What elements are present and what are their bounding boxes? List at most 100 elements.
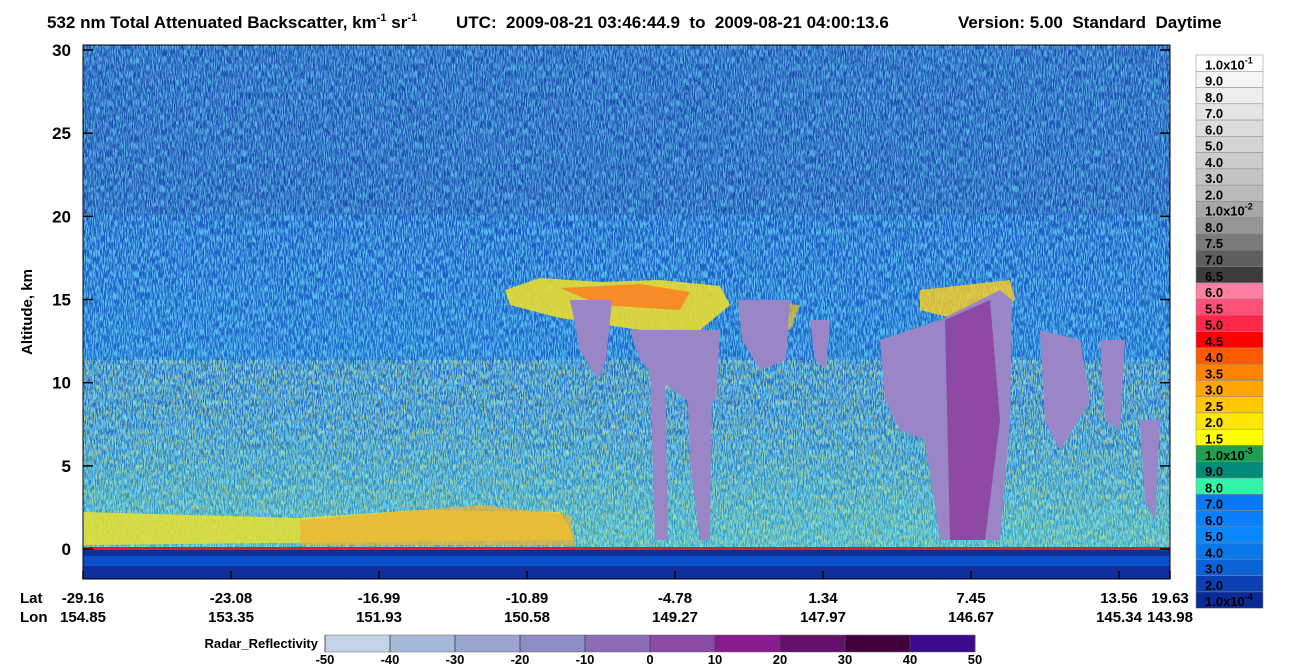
radar-tick-label: -10 [576,652,595,667]
colorbar-label-exponent: -1 [1245,55,1253,65]
radar-tick-label: 20 [773,652,787,667]
radar-tick-label: 50 [968,652,982,667]
curtain-image [83,45,1170,579]
lon-tick-label: 150.58 [504,609,550,626]
y-tick-label: 15 [52,291,71,310]
colorbar-label-base: 1.0x10 [1205,57,1245,72]
radar-colorbar-box [324,634,391,653]
title-utc: UTC: 2009-08-21 03:46:44.9 to 2009-08-21… [456,13,889,32]
cirrus-layer [560,284,690,310]
lon-tick-label: 147.97 [800,609,846,626]
lat-tick-label: -16.99 [358,590,401,607]
radar-colorbar-box [909,634,976,653]
colorbar-label-base: 1.0x10 [1205,204,1245,219]
colorbar-label-exponent: -3 [1245,446,1253,456]
radar-tick-label: 40 [903,652,917,667]
radar-colorbar-box [584,634,651,653]
title-part: sr [387,13,408,32]
lat-label: Lat [20,590,43,607]
colorbar-label: 9.0 [1205,74,1223,89]
colorbar-label: 1.5 [1205,431,1223,446]
noise-dark [83,45,1170,215]
colorbar-label: 2.5 [1205,399,1223,414]
colorbar-label: 3.0 [1205,171,1223,186]
lon-tick-label: 151.93 [356,609,402,626]
radar-colorbar-box [519,634,586,653]
colorbar-label: 4.0 [1205,155,1223,170]
lat-tick-label: 13.56 [1100,590,1138,607]
lon-tick-label: 146.67 [948,609,994,626]
lon-label: Lon [20,609,48,626]
colorbar-label: 6.0 [1205,513,1223,528]
colorbar-label: 5.5 [1205,301,1223,316]
colorbar-label: 9.0 [1205,464,1223,479]
colorbar-label: 2.0 [1205,578,1223,593]
radar-tick-label: -50 [316,652,335,667]
radar-tick-label: 30 [838,652,852,667]
y-tick-label: 10 [52,374,71,393]
radar-colorbar-box [454,634,521,653]
colorbar-label: 7.0 [1205,106,1223,121]
lat-tick-label: 19.63 [1151,590,1189,607]
lon-tick-label: 154.85 [60,609,106,626]
colorbar-label-base: 1.0x10 [1205,448,1245,463]
radar-colorbar-box [714,634,781,653]
colorbar-label: 2.0 [1205,415,1223,430]
radar-tick-label: -20 [511,652,530,667]
colorbar-label: 4.0 [1205,545,1223,560]
colorbar-label: 3.5 [1205,366,1223,381]
lat-tick-label: 7.45 [956,590,985,607]
lat-tick-label: 1.34 [808,590,838,607]
y-tick-label: 5 [62,457,71,476]
lon-tick-label: 145.34 [1096,609,1143,626]
surface-return [83,547,1170,550]
colorbar-label: 8.0 [1205,220,1223,235]
colorbar-label: 3.0 [1205,383,1223,398]
radar-colorbar-box [779,634,846,653]
colorbar-label: 8.0 [1205,90,1223,105]
radar-colorbar-box [844,634,911,653]
colorbar-label-base: 1.0x10 [1205,594,1245,609]
cirrus-layer [920,280,1015,320]
colorbar-label-exponent: -2 [1245,202,1253,212]
colorbar-label: 3.0 [1205,562,1223,577]
y-tick-label: 30 [52,41,71,60]
title-version: Version: 5.00 Standard Daytime [958,13,1222,32]
title-superscript: -1 [377,12,387,24]
subsurface-band [83,556,1170,566]
colorbar-label: 6.0 [1205,285,1223,300]
colorbar-label: 1.0x10-4 [1205,592,1253,609]
colorbar-label: 6.0 [1205,122,1223,137]
y-axis-label: Altitude, km [19,269,36,355]
colorbar-label: 5.0 [1205,139,1223,154]
title-superscript: -1 [407,12,417,24]
colorbar-label-exponent: -4 [1245,592,1253,602]
radar-echo-core [945,300,1000,540]
y-tick-label: 25 [52,124,71,143]
colorbar-label: 7.0 [1205,253,1223,268]
aerosol-layer [300,505,575,545]
plot-frame [82,44,1171,580]
radar-tick-label: -30 [446,652,465,667]
lon-tick-label: 143.98 [1147,609,1193,626]
radar-colorbar-box [649,634,716,653]
colorbar-label: 7.5 [1205,236,1223,251]
colorbar-label: 1.0x10-3 [1205,446,1253,463]
radar-colorbar-box [389,634,456,653]
colorbar-label: 5.0 [1205,318,1223,333]
radar-tick-label: -40 [381,652,400,667]
colorbar-label: 5.0 [1205,529,1223,544]
lat-tick-label: -29.16 [62,590,105,607]
colorbar-label: 6.5 [1205,269,1223,284]
y-tick-label: 0 [62,540,71,559]
lon-tick-label: 153.35 [208,609,254,626]
colorbar-box [1195,591,1264,609]
lon-tick-label: 149.27 [652,609,698,626]
colorbar-label: 1.0x10-2 [1205,202,1253,219]
title-part: 532 nm Total Attenuated Backscatter, km [47,13,377,32]
colorbar-label: 2.0 [1205,187,1223,202]
colorbar-label: 8.0 [1205,480,1223,495]
colorbar-label: 4.0 [1205,350,1223,365]
lat-tick-label: -23.08 [210,590,253,607]
